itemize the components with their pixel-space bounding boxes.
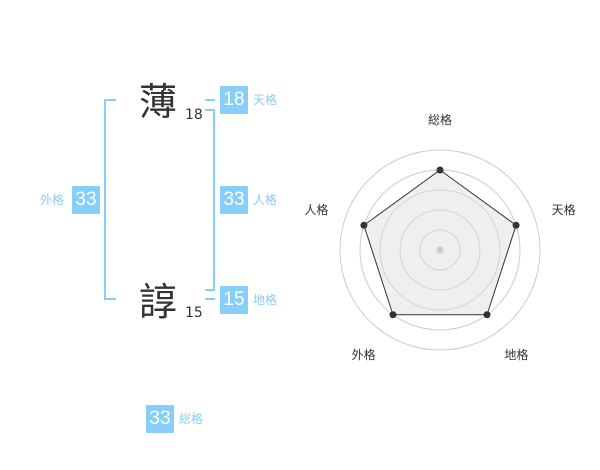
radar-axis-label: 地格 (504, 347, 528, 362)
radar-center (436, 246, 444, 254)
tenkaku-value: 18 (220, 86, 248, 114)
gaikaku-bracket (104, 99, 106, 300)
tenkaku-tick (205, 99, 215, 101)
radar-axis-label: 天格 (552, 202, 576, 217)
bracket-tick (104, 298, 116, 300)
stroke-count-2: 15 (185, 305, 203, 321)
soukaku-label: 総格 (179, 412, 204, 426)
bracket-tick (104, 99, 116, 101)
soukaku-value: 33 (146, 405, 174, 433)
radar-area (363, 169, 517, 316)
bracket-tick (205, 289, 215, 291)
radar-point (512, 221, 520, 229)
radar-point (389, 311, 397, 319)
jinkaku-label: 人格 (253, 193, 278, 207)
radar-axis-label: 外格 (352, 347, 376, 362)
stroke-count-1: 18 (185, 107, 203, 123)
name-char-1: 薄 (139, 80, 178, 124)
bracket-tick (205, 109, 215, 111)
radar-point (483, 311, 491, 319)
tenkaku-label: 天格 (253, 93, 278, 107)
chikaku-tick (205, 298, 215, 300)
gaikaku-label: 外格 (40, 193, 65, 207)
jinkaku-value: 33 (220, 186, 248, 214)
radar-axis-label: 人格 (304, 202, 328, 217)
radar-ring (399, 209, 481, 291)
chikaku-label: 地格 (253, 293, 278, 307)
chikaku-value: 15 (220, 286, 248, 314)
radar-point (360, 221, 368, 229)
name-char-2: 諄 (139, 280, 178, 324)
gaikaku-value: 33 (72, 186, 100, 214)
radar-axis-label: 総格 (428, 112, 452, 127)
radar-ring (419, 229, 461, 271)
radar-ring (339, 149, 541, 351)
radar-ring (379, 189, 501, 311)
radar-point (436, 166, 444, 174)
jinkaku-bracket (213, 109, 215, 291)
